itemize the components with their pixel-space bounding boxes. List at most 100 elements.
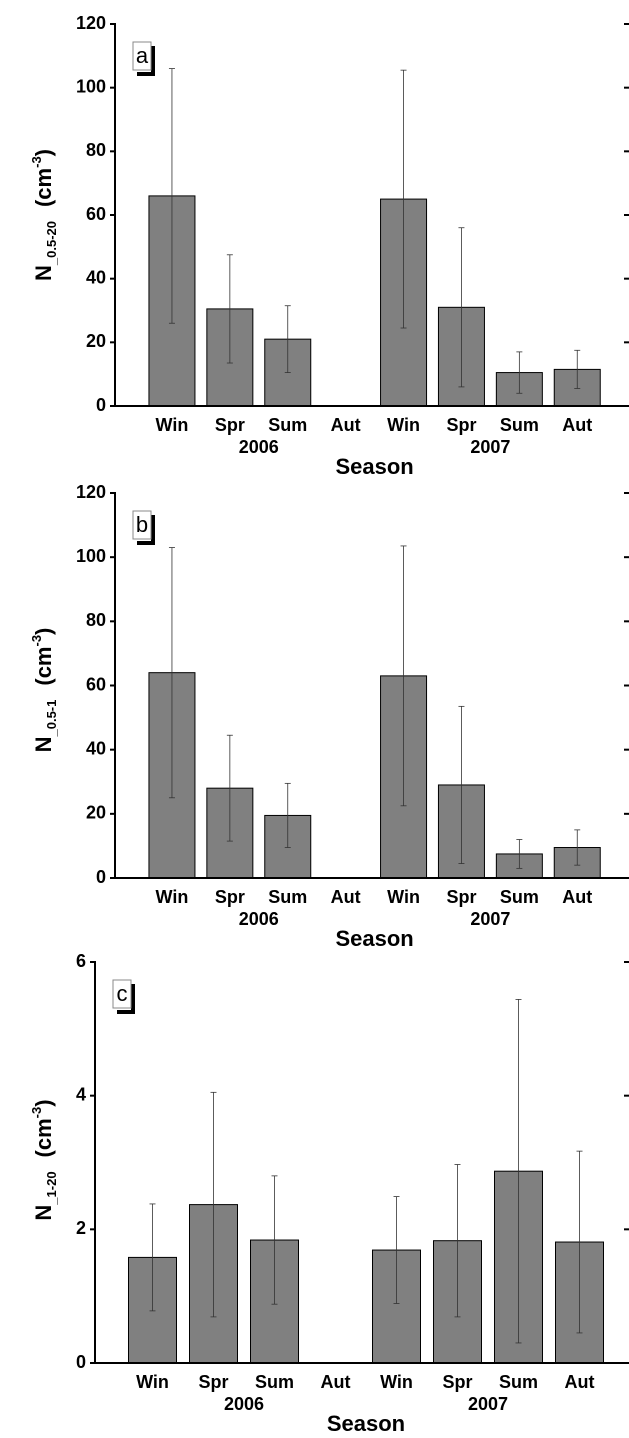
x-tick-label: Aut	[565, 1372, 595, 1392]
group-label: 2006	[224, 1394, 264, 1414]
error-bar	[516, 839, 523, 869]
x-tick-label: Sum	[499, 1372, 538, 1392]
y-tick-label: 100	[76, 76, 106, 96]
error-bar	[284, 782, 291, 848]
x-tick-label: Spr	[446, 887, 476, 907]
label-shadow	[137, 515, 155, 545]
x-tick-label: Spr	[198, 1372, 228, 1392]
group-label: 2006	[239, 909, 279, 929]
panel-label: b	[136, 512, 148, 537]
error-bar	[454, 1164, 461, 1318]
y-title-unit: (cm	[31, 168, 56, 207]
x-tick-label: Aut	[331, 415, 361, 435]
y-tick-label: 0	[96, 395, 106, 415]
y-tick-label: 0	[76, 1352, 86, 1372]
x-tick-label: Win	[136, 1372, 169, 1392]
error-bar	[400, 545, 407, 807]
y-tick-label: 60	[86, 204, 106, 224]
x-tick-label: Win	[387, 887, 420, 907]
y-title-sup: -3	[29, 1107, 44, 1119]
y-tick-label: 60	[86, 674, 106, 694]
y-tick-label: 120	[76, 482, 106, 502]
error-bar	[168, 68, 175, 324]
x-tick-label: Spr	[215, 887, 245, 907]
y-title-main: N	[31, 1205, 56, 1221]
error-bar	[574, 829, 581, 866]
y-title-sub: _0.5-1	[44, 700, 59, 738]
y-title-main: N	[31, 265, 56, 281]
y-tick-label: 6	[76, 951, 86, 971]
y-tick-label: 4	[76, 1084, 86, 1104]
y-title-close: )	[31, 149, 56, 156]
error-bar	[210, 1091, 217, 1318]
x-tick-label: Sum	[500, 415, 539, 435]
y-title-sub: _1-20	[44, 1171, 59, 1205]
x-tick-label: Win	[156, 415, 189, 435]
group-label: 2007	[470, 909, 510, 929]
x-tick-label: Win	[156, 887, 189, 907]
group-label: 2007	[470, 437, 510, 457]
x-tick-label: Aut	[331, 887, 361, 907]
y-title-sub: _0.5-20	[44, 221, 59, 266]
y-title-sup: -3	[29, 156, 44, 168]
label-box	[132, 41, 152, 71]
y-title-close: )	[31, 1099, 56, 1106]
y-tick-label: 40	[86, 738, 106, 758]
error-bar	[226, 254, 233, 364]
x-axis-title: Season	[327, 1411, 405, 1436]
label-shadow	[137, 46, 155, 76]
x-axis-title: Season	[335, 926, 413, 951]
error-bar	[574, 349, 581, 389]
y-tick-label: 2	[76, 1218, 86, 1238]
y-tick-label: 20	[86, 331, 106, 351]
y-axis-title: N_0.5-1 (cm-3)	[29, 628, 59, 753]
label-box	[132, 510, 152, 540]
y-title-main: N	[31, 737, 56, 753]
y-title-unit: (cm	[31, 1118, 56, 1157]
error-bar	[515, 999, 522, 1344]
y-tick-label: 20	[86, 803, 106, 823]
y-title-close: )	[31, 628, 56, 635]
y-tick-label: 100	[76, 546, 106, 566]
x-tick-label: Spr	[215, 415, 245, 435]
label-box	[112, 979, 132, 1009]
x-axis-title: Season	[335, 454, 413, 479]
x-tick-label: Win	[387, 415, 420, 435]
error-bar	[458, 227, 465, 388]
x-tick-label: Sum	[268, 887, 307, 907]
y-tick-label: 80	[86, 140, 106, 160]
x-tick-label: Aut	[321, 1372, 351, 1392]
error-bar	[576, 1150, 583, 1334]
y-title-sup: -3	[29, 635, 44, 647]
y-tick-label: 40	[86, 267, 106, 287]
error-bar	[393, 1196, 400, 1304]
error-bar	[168, 547, 175, 799]
label-shadow	[117, 984, 135, 1014]
x-tick-label: Aut	[562, 415, 592, 435]
x-tick-label: Win	[380, 1372, 413, 1392]
error-bar	[149, 1203, 156, 1312]
y-tick-label: 120	[76, 13, 106, 33]
y-title-unit: (cm	[31, 647, 56, 686]
error-bar	[516, 351, 523, 394]
error-bar	[226, 734, 233, 842]
error-bar	[458, 705, 465, 864]
x-tick-label: Spr	[446, 415, 476, 435]
x-tick-label: Sum	[255, 1372, 294, 1392]
group-label: 2007	[468, 1394, 508, 1414]
y-axis-title: N_0.5-20 (cm-3)	[29, 149, 59, 281]
error-bar	[400, 69, 407, 329]
y-tick-label: 0	[96, 867, 106, 887]
x-tick-label: Sum	[500, 887, 539, 907]
panel-label: a	[136, 43, 149, 68]
panel-label: c	[117, 981, 128, 1006]
x-tick-label: Spr	[442, 1372, 472, 1392]
group-label: 2006	[239, 437, 279, 457]
error-bar	[284, 305, 291, 373]
x-tick-label: Sum	[268, 415, 307, 435]
error-bar	[271, 1175, 278, 1305]
y-axis-title: N_1-20 (cm-3)	[29, 1099, 59, 1220]
x-tick-label: Aut	[562, 887, 592, 907]
y-tick-label: 80	[86, 610, 106, 630]
